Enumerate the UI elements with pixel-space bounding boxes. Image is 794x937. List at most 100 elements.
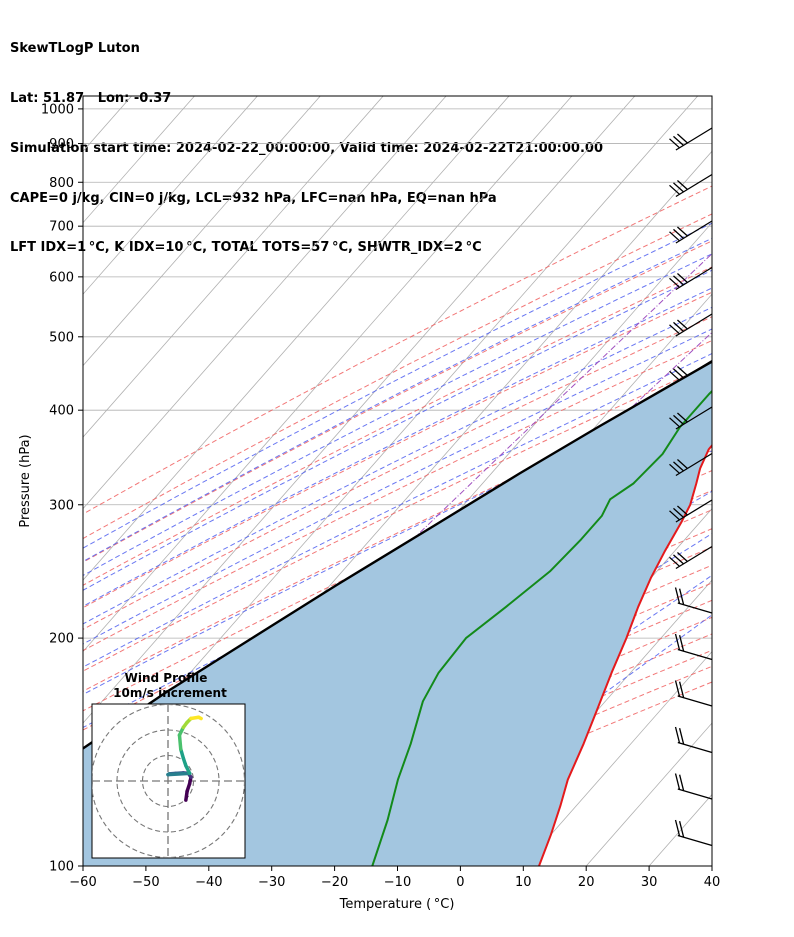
barb-flag — [669, 138, 680, 149]
isotherm-line — [83, 96, 258, 295]
barb-flag — [677, 133, 688, 144]
dry-adiabat-line — [83, 291, 712, 609]
title-station: SkewTLogP Luton — [10, 41, 140, 57]
wind-barb — [669, 313, 713, 337]
barb-flag — [669, 277, 680, 288]
barb-shaft — [675, 499, 713, 523]
x-tick-label: −50 — [132, 875, 159, 890]
y-tick-label: 400 — [49, 404, 74, 419]
wind-barbs — [669, 127, 713, 847]
y-tick-label: 1000 — [41, 102, 74, 117]
isotherm-line — [83, 96, 573, 653]
barb-flag — [674, 773, 681, 790]
barb-flag — [674, 819, 681, 837]
isotherm-line — [83, 96, 636, 724]
barb-flag — [677, 505, 688, 516]
wind-barb — [674, 587, 713, 614]
y-axis-ticks: 100 200 300 400 500 600 700 800 900 1000 — [41, 102, 83, 875]
hodograph-subtitle: 10m/s increment — [113, 686, 227, 700]
barb-flag — [673, 554, 684, 565]
barb-shaft — [675, 359, 713, 384]
y-tick-label: 800 — [49, 176, 74, 191]
hodograph-segment — [177, 733, 183, 751]
dry-adiabat-line — [83, 363, 712, 672]
x-tick-label: −30 — [258, 875, 285, 890]
barb-flag — [674, 633, 681, 651]
barb-flag — [677, 365, 688, 376]
isotherm-line — [711, 865, 712, 866]
wind-barb — [669, 266, 713, 291]
hodograph-segment — [196, 715, 203, 721]
x-tick-label: −40 — [195, 875, 222, 890]
wind-barb — [669, 127, 713, 151]
x-tick-label: 30 — [641, 875, 658, 890]
x-tick-label: −10 — [384, 875, 411, 890]
barb-flag — [669, 370, 680, 381]
barb-flag — [673, 414, 684, 425]
isotherm-line — [83, 96, 447, 510]
hodograph-ring — [92, 704, 245, 858]
x-axis-label: Temperature ( °C) — [339, 897, 455, 912]
hodograph-title: Wind Profile — [125, 671, 208, 685]
barb-shaft — [675, 127, 713, 151]
dry-adiabat-line — [83, 316, 712, 630]
barb-flag — [673, 461, 684, 472]
title-location: Lat: 51.87 Lon: -0.37 — [10, 90, 172, 106]
barb-shaft — [675, 406, 713, 430]
wind-barb — [674, 819, 713, 847]
wind-barb — [669, 359, 713, 384]
barb-flag — [673, 368, 684, 379]
barb-shaft — [675, 313, 713, 337]
wind-barb — [674, 726, 713, 754]
barb-flag — [669, 184, 680, 195]
figure-title: SkewTLogP Luton Lat: 51.87 Lon: -0.37 Si… — [10, 8, 603, 274]
dry-adiabat-line — [83, 240, 712, 563]
y-tick-label: 500 — [49, 330, 74, 345]
barb-flag — [673, 507, 684, 518]
y-tick-label: 300 — [49, 498, 74, 513]
title-cape-line: CAPE=0 j/kg, CIN=0 j/kg, LCL=932 hPa, LF… — [10, 190, 497, 206]
barb-shaft — [675, 220, 713, 244]
y-tick-label: 100 — [49, 860, 74, 875]
moist-adiabat-line — [83, 222, 712, 549]
barb-flag — [669, 417, 680, 428]
barb-flag — [677, 319, 688, 330]
parcel-path-line — [83, 360, 712, 750]
barb-flag — [677, 272, 688, 283]
wind-barb — [669, 499, 713, 523]
barb-flag — [673, 182, 684, 193]
wind-barb — [674, 773, 713, 800]
barb-flag — [673, 275, 684, 286]
barb-shaft — [675, 266, 713, 291]
x-tick-label: −60 — [69, 875, 96, 890]
barb-flag — [669, 510, 680, 521]
moist-adiabat-line — [83, 253, 712, 577]
isotherm-line — [83, 96, 510, 581]
isotherm-line — [522, 650, 712, 866]
barb-flag — [669, 324, 680, 335]
wind-barb — [669, 173, 713, 198]
isotherm-line — [585, 722, 712, 866]
barb-flag — [678, 728, 685, 745]
x-tick-label: 40 — [704, 875, 721, 890]
wind-barb — [669, 545, 713, 570]
barb-flag — [677, 226, 688, 237]
dry-adiabat-line — [83, 266, 712, 586]
wind-barb — [674, 633, 713, 661]
x-tick-label: 0 — [456, 875, 464, 890]
y-tick-label: 200 — [49, 632, 74, 647]
barb-flag — [673, 228, 684, 239]
barb-flag — [674, 726, 681, 744]
barb-flag — [669, 556, 680, 567]
moist-adiabat-line — [83, 237, 712, 563]
wind-barb — [669, 220, 713, 244]
x-tick-label: −20 — [321, 875, 348, 890]
dry-adiabat-line — [83, 546, 712, 837]
barb-flag — [678, 635, 685, 652]
isotherm-line — [83, 96, 321, 367]
barb-flag — [674, 587, 681, 604]
barb-shaft — [675, 545, 713, 570]
barb-flag — [677, 458, 688, 469]
hodograph-segment — [166, 771, 192, 777]
isotherm-line — [83, 96, 384, 438]
